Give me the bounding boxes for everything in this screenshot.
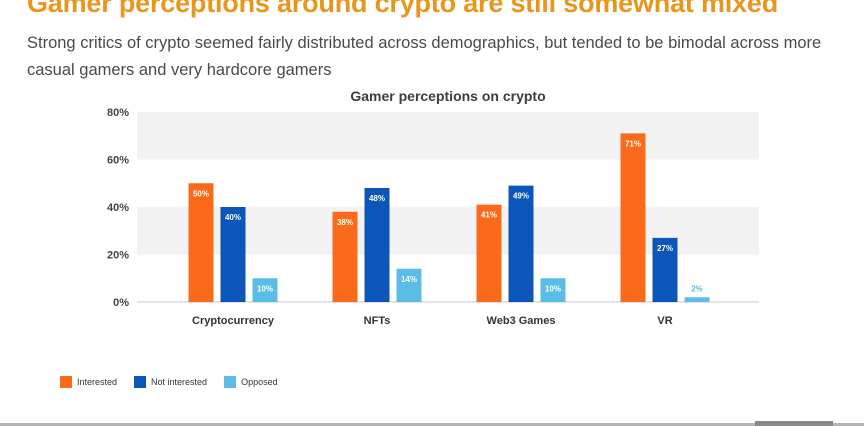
- bar-not-interested: [508, 185, 534, 302]
- bar-not-interested: [220, 207, 246, 302]
- y-tick-label: 60%: [107, 155, 129, 167]
- y-axis: 0% 20% 40% 60% 80%: [107, 107, 129, 309]
- data-label: 50%: [193, 189, 209, 198]
- data-label: 38%: [337, 218, 353, 227]
- data-label: 40%: [225, 213, 241, 222]
- bar-interested: [332, 211, 358, 302]
- legend: Interested Not interested Opposed: [60, 376, 295, 388]
- x-tick-label: VR: [657, 315, 672, 327]
- legend-swatch: [60, 376, 72, 388]
- y-tick-label: 0%: [113, 297, 129, 309]
- bars: 50% 40% 10% 38% 48% 14% 41% 49% 10% 71% 27% 2%: [188, 133, 710, 302]
- bar-not-interested: [652, 237, 678, 302]
- legend-label: Interested: [77, 377, 118, 387]
- legend-swatch: [134, 376, 147, 388]
- scrollbar-thumb[interactable]: [755, 421, 833, 426]
- bar-not-interested: [364, 188, 390, 302]
- y-tick-label: 20%: [107, 250, 129, 262]
- legend-item-interested: Interested: [60, 376, 117, 388]
- bar-interested: [620, 133, 646, 302]
- data-label: 10%: [545, 284, 561, 293]
- data-label: 48%: [369, 194, 385, 203]
- legend-item-opposed: Opposed: [224, 376, 278, 388]
- x-axis: Cryptocurrency NFTs Web3 Games VR: [192, 315, 673, 327]
- bar-opposed: [396, 268, 422, 302]
- data-label: 41%: [481, 211, 497, 220]
- legend-swatch: [224, 376, 237, 388]
- data-label: 10%: [257, 284, 273, 293]
- grid-band: [137, 112, 759, 160]
- bar-opposed: [540, 278, 566, 302]
- slide-title: Gamer perceptions around crypto are stil…: [27, 0, 779, 18]
- legend-label: Not interested: [151, 377, 208, 387]
- data-label: 14%: [401, 275, 417, 284]
- y-tick-label: 40%: [107, 202, 129, 214]
- data-label: 49%: [513, 192, 529, 201]
- scrollbar-track[interactable]: [0, 423, 864, 426]
- data-label: 2%: [691, 284, 703, 293]
- data-label: 27%: [657, 244, 673, 253]
- bar-interested: [476, 204, 502, 302]
- data-label: 71%: [625, 139, 641, 148]
- bar-interested: [188, 183, 214, 302]
- x-tick-label: NFTs: [364, 315, 391, 327]
- x-tick-label: Web3 Games: [487, 315, 556, 327]
- legend-label: Opposed: [241, 377, 278, 387]
- x-tick-label: Cryptocurrency: [192, 315, 275, 327]
- chart-title: Gamer perceptions on crypto: [350, 88, 545, 104]
- bar-opposed: [252, 278, 278, 302]
- bar-opposed: [684, 297, 710, 302]
- legend-item-not-interested: Not interested: [134, 376, 207, 388]
- bar-chart: Gamer perceptions on crypto 0% 20% 40% 60% 8…: [107, 88, 759, 327]
- y-tick-label: 80%: [107, 107, 129, 119]
- slide-subtitle: Strong critics of crypto seemed fairly d…: [27, 34, 822, 79]
